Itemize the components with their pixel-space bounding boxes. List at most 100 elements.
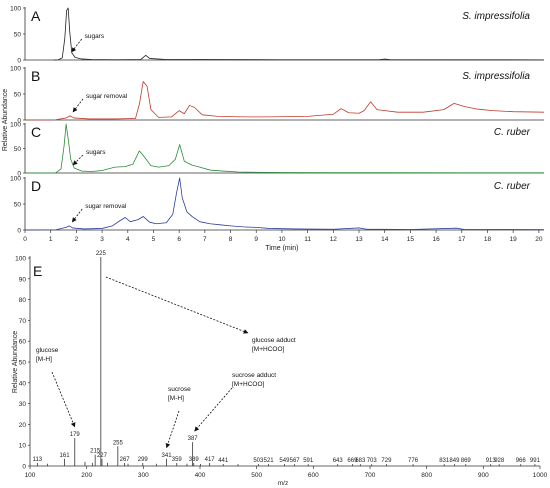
panel-letter: E [33, 263, 42, 279]
compound-annotation-arrow [194, 387, 233, 432]
panel-letter: C [31, 124, 41, 140]
ms-x-tick-label: 400 [195, 472, 206, 479]
ms-y-tick-label: 90 [19, 276, 27, 283]
ms-peak-label: 849 [449, 458, 460, 464]
x-tick-label: 6 [177, 236, 181, 243]
ms-peak-label: 227 [97, 453, 108, 459]
chromatogram-trace-d [24, 177, 545, 231]
ms-x-tick-label: 600 [308, 472, 319, 479]
ms-x-tick-label: 800 [421, 472, 432, 479]
time-axis-label: Time (min) [265, 245, 298, 252]
ms-y-tick-label: 20 [19, 422, 27, 429]
peak-annotation-arrow [71, 38, 82, 53]
x-tick-label: 20 [535, 236, 543, 243]
ms-y-tick-label: 70 [19, 318, 27, 325]
x-tick-label: 1 [49, 236, 53, 243]
ms-x-tick-label: 300 [138, 472, 149, 479]
y-tick-label: 50 [14, 202, 22, 209]
compound-annotation-ion: [M-H] [36, 356, 52, 363]
species-label: S. impressifolia [462, 11, 530, 22]
chromatogram-trace-a [53, 7, 545, 61]
x-tick-label: 19 [510, 236, 518, 243]
y-tick-label: 0 [17, 228, 21, 235]
chromatogram-trace-c [24, 123, 545, 174]
chromatogram-y-axis-label: Relative Abundance [2, 89, 9, 151]
y-tick-label: 100 [10, 176, 21, 183]
ms-y-tick-label: 40 [19, 380, 27, 387]
x-tick-label: 15 [407, 236, 415, 243]
x-tick-label: 12 [330, 236, 338, 243]
ms-peak-label: 521 [264, 458, 275, 464]
ms-y-tick-label: 100 [15, 256, 26, 263]
ms-peak-label: 591 [303, 458, 314, 464]
x-tick-label: 0 [23, 236, 27, 243]
ms-peak-label: 299 [138, 457, 149, 463]
ms-peak-label: 255 [113, 440, 124, 446]
y-tick-label: 50 [14, 32, 22, 39]
peak-annotation-text: sugars [86, 149, 106, 156]
x-tick-label: 18 [484, 236, 492, 243]
x-tick-label: 17 [458, 236, 466, 243]
x-tick-label: 5 [152, 236, 156, 243]
ms-y-axis-label: Relative Abundance [12, 331, 19, 393]
ms-y-tick-label: 30 [19, 401, 27, 408]
ms-peak-label: 928 [494, 458, 505, 464]
species-label: C. ruber [494, 181, 531, 192]
chromatogram-panel-b: 0 50 100 B S. impressifolia sugar removal [10, 66, 545, 125]
y-tick-label: 50 [14, 146, 22, 153]
ms-peak-label: 179 [70, 432, 81, 438]
ms-x-tick-label: 1000 [533, 472, 548, 479]
ms-x-tick-label: 200 [81, 472, 92, 479]
chromatogram-panel-c: 0 50 100 C C. ruber sugars [10, 122, 545, 178]
ms-peak-label: 683 [355, 458, 366, 464]
x-tick-label: 16 [432, 236, 440, 243]
peak-annotation-text: sugar removal [86, 93, 128, 100]
y-tick-label: 0 [17, 171, 21, 178]
x-tick-label: 8 [229, 236, 233, 243]
y-tick-label: 50 [14, 92, 22, 99]
compound-annotation-name: sucrose adduct [232, 372, 276, 379]
compound-annotation-arrow [51, 371, 76, 428]
ms-peak-label: 161 [60, 453, 71, 459]
ms-peak-label: 341 [162, 453, 173, 459]
ms-peak-label: 225 [96, 251, 107, 257]
compound-annotation-arrow [165, 410, 180, 449]
y-tick-label: 100 [10, 122, 21, 129]
ms-y-tick-label: 50 [19, 360, 27, 367]
time-axis: 0 1 2 3 4 5 6 7 8 9 10 11 12 13 14 15 16 17 18 19 20 [23, 230, 543, 243]
ms-peak-label: 417 [205, 457, 216, 463]
panel-letter: B [31, 68, 40, 84]
peak-annotation-arrow [72, 154, 84, 166]
ms-peak-label: 643 [333, 458, 344, 464]
ms-x-tick-label: 700 [365, 472, 376, 479]
ms-y-tick-label: 10 [19, 443, 27, 450]
ms-peak-label: 729 [381, 458, 392, 464]
compound-annotation-ion: [M+HCOO] [232, 381, 265, 388]
panel-letter: D [31, 178, 41, 194]
species-label: C. ruber [494, 127, 531, 138]
x-tick-label: 10 [278, 236, 286, 243]
ms-peak-label: 503 [253, 458, 264, 464]
x-tick-label: 2 [75, 236, 79, 243]
ms-y-tick-label: 60 [19, 339, 27, 346]
y-tick-label: 100 [10, 6, 21, 13]
chromatogram-panel-a: 0 50 100 A S. impressifolia sugars [10, 6, 545, 65]
x-tick-label: 4 [126, 236, 130, 243]
ms-peak-label: 703 [367, 458, 378, 464]
mass-spectrum-panel-e: 0 10 20 30 40 50 60 70 80 90 100 100 200 300 400 500 600… [12, 251, 548, 487]
ms-peak-label: 567 [290, 458, 301, 464]
ms-x-tick-label: 500 [251, 472, 262, 479]
ms-x-tick-label: 100 [25, 472, 36, 479]
panel-letter: A [31, 8, 41, 24]
compound-annotation-name: glucose adduct [252, 337, 296, 344]
y-tick-label: 0 [17, 118, 21, 125]
ms-peak-label: 267 [120, 457, 131, 463]
ms-peak-label: 991 [530, 458, 541, 464]
ms-peak-label: 389 [189, 457, 200, 463]
ms-x-tick-label: 900 [478, 472, 489, 479]
ms-y-tick-label: 80 [19, 297, 27, 304]
ms-peak-label: 441 [218, 458, 229, 464]
ms-peak-label: 215 [90, 449, 101, 455]
ms-peak-label: 869 [461, 458, 472, 464]
